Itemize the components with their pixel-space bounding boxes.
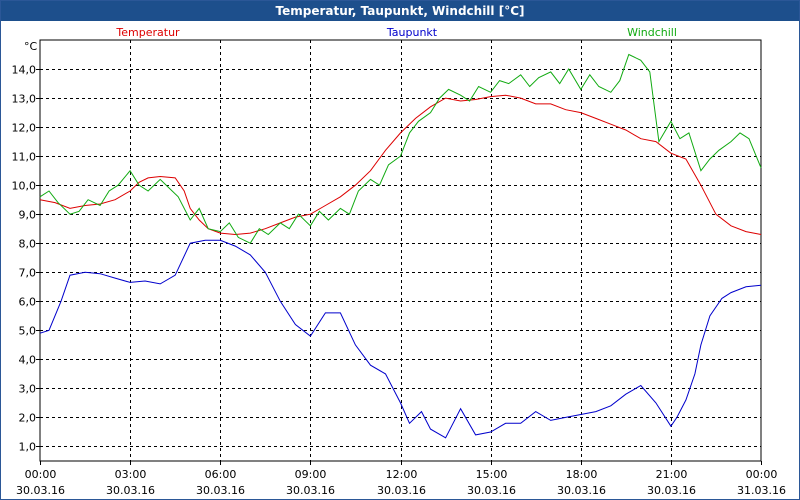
y-tick-label: 11,0 (12, 151, 37, 164)
y-tick-label: 10,0 (12, 180, 37, 193)
legend: Temperatur Taupunkt Windchill (115, 26, 677, 39)
y-tick-label: 4,0 (19, 354, 37, 367)
x-tick-time-label: 15:00 (476, 468, 508, 481)
y-tick-label: 14,0 (12, 64, 37, 77)
plot-area-border (39, 39, 762, 462)
x-tick-time-label: 06:00 (205, 468, 237, 481)
axes: 1,0 2,0 3,0 4,0 5,0 6,0 7,0 8,0 9,0 10,0 11,0 12,0 1… (12, 64, 786, 498)
y-tick-label: 13,0 (12, 93, 37, 106)
y-tick-label: 9,0 (19, 209, 37, 222)
chart-title: Temperatur, Taupunkt, Windchill [°C] (1, 1, 799, 21)
y-tick-label: 7,0 (19, 267, 37, 280)
y-tick-label: 2,0 (19, 412, 37, 425)
grid (40, 40, 761, 461)
x-tick-time-label: 09:00 (295, 468, 327, 481)
x-tick-date-label: 30.03.16 (106, 484, 155, 497)
y-tick-label: 6,0 (19, 296, 37, 309)
legend-label-taupunkt: Taupunkt (386, 26, 438, 39)
x-tick-date-label: 30.03.16 (377, 484, 426, 497)
legend-label-windchill: Windchill (627, 26, 677, 39)
y-tick-label: 5,0 (19, 325, 37, 338)
x-tick-time-label: 00:00 (746, 468, 778, 481)
series (39, 53, 762, 439)
x-tick-date-label: 31.03.16 (737, 484, 786, 497)
x-tick-time-label: 12:00 (386, 468, 418, 481)
x-tick-time-label: 21:00 (656, 468, 688, 481)
y-tick-label: 3,0 (19, 383, 37, 396)
series-line-windchill (39, 53, 762, 244)
x-tick-time-label: 03:00 (115, 468, 147, 481)
x-tick-date-label: 30.03.16 (196, 484, 245, 497)
x-tick-date-label: 30.03.16 (647, 484, 696, 497)
x-tick-time-label: 00:00 (25, 468, 57, 481)
y-tick-label: 8,0 (19, 238, 37, 251)
x-tick-date-label: 30.03.16 (286, 484, 335, 497)
x-tick-date-label: 30.03.16 (16, 484, 65, 497)
y-tick-label: 1,0 (19, 441, 37, 454)
x-tick-date-label: 30.03.16 (467, 484, 516, 497)
x-tick-time-label: 18:00 (566, 468, 598, 481)
legend-label-temperatur: Temperatur (115, 26, 180, 39)
series-line-temperatur (39, 94, 762, 236)
series-line-taupunkt (39, 239, 762, 439)
y-axis-unit-label: °C (24, 40, 38, 53)
y-tick-label: 12,0 (12, 122, 37, 135)
x-tick-date-label: 30.03.16 (557, 484, 606, 497)
